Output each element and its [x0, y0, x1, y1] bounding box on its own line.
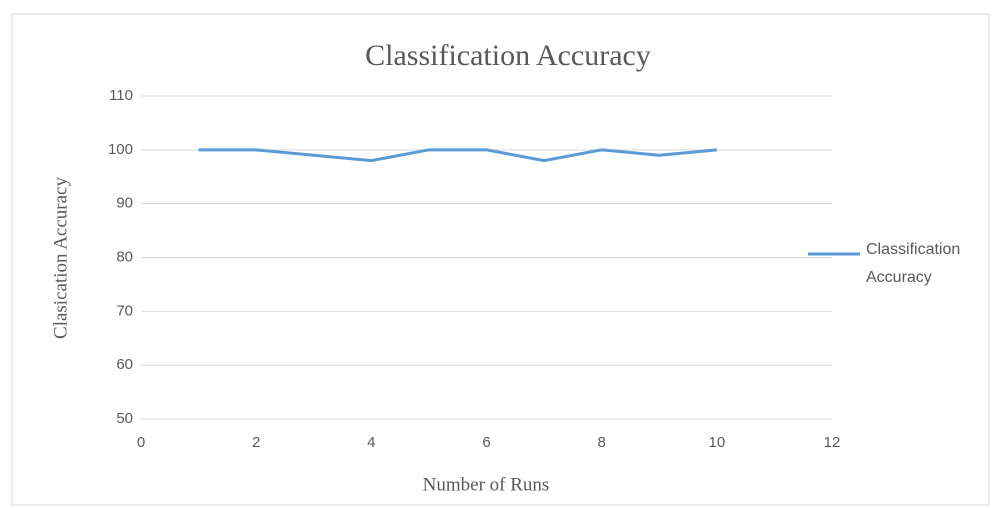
y-tick-label: 50: [116, 410, 133, 427]
y-tick-label: 100: [108, 141, 133, 158]
legend-label: Classification Accuracy: [866, 241, 961, 286]
x-axis-label: Number of Runs: [423, 474, 550, 495]
y-axis-label: Clasication Accuracy: [50, 177, 71, 339]
y-tick-label: 70: [116, 302, 133, 319]
x-tick-label: 6: [482, 434, 490, 451]
chart-frame: [11, 13, 990, 506]
y-tick-label: 80: [116, 248, 133, 265]
x-tick-label: 2: [252, 434, 260, 451]
y-tick-label: 90: [116, 195, 133, 212]
x-tick-label: 12: [824, 434, 841, 451]
chart-title: Classification Accuracy: [365, 39, 651, 72]
x-tick-label: 4: [367, 434, 375, 451]
data-line: [198, 148, 717, 163]
y-tick-label: 60: [116, 356, 133, 373]
x-tick-label: 0: [137, 434, 145, 451]
y-tick-label: 110: [109, 87, 133, 104]
x-tick-label: 8: [597, 434, 605, 451]
x-tick-label: 10: [708, 434, 725, 451]
